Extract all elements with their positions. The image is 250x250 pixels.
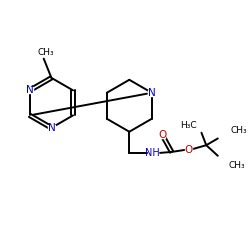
Bar — [148, 150, 157, 156]
Text: N: N — [148, 88, 156, 98]
Text: CH₃: CH₃ — [37, 48, 54, 57]
Bar — [186, 147, 192, 153]
Bar — [48, 125, 55, 131]
Text: CH₃: CH₃ — [230, 126, 247, 135]
Bar — [159, 131, 166, 138]
Bar — [148, 90, 155, 96]
Text: N: N — [48, 123, 55, 133]
Bar — [26, 88, 33, 93]
Text: NH: NH — [145, 148, 160, 158]
Text: O: O — [158, 130, 166, 140]
Text: CH₃: CH₃ — [228, 161, 245, 170]
Text: N: N — [26, 85, 34, 95]
Text: O: O — [185, 145, 193, 155]
Text: H₃C: H₃C — [180, 120, 197, 130]
